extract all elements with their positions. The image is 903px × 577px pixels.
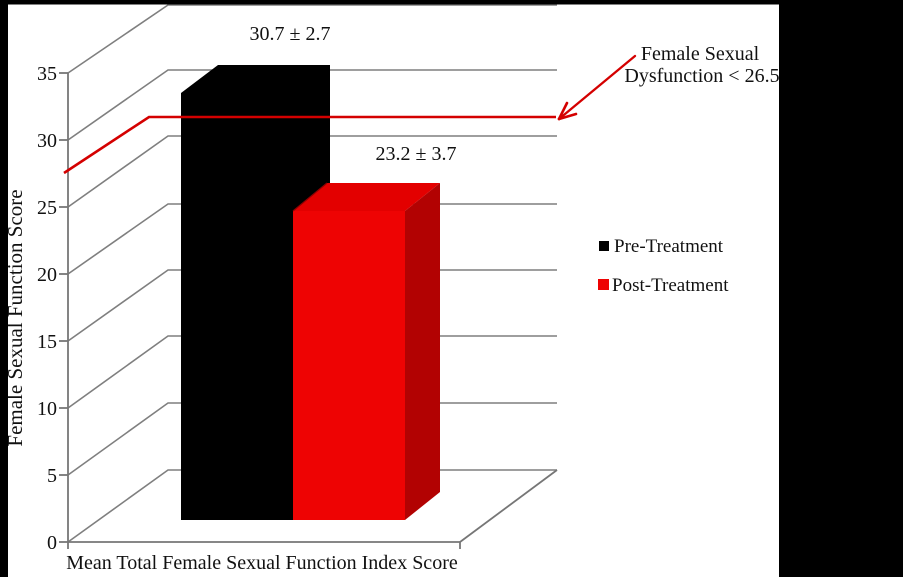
x-axis-title: Mean Total Female Sexual Function Index … bbox=[66, 552, 458, 574]
y-tick-label: 15 bbox=[37, 331, 57, 353]
legend: Pre-Treatment Post-Treatment bbox=[598, 236, 729, 296]
axes bbox=[67, 73, 558, 543]
y-tick-label: 30 bbox=[37, 130, 57, 152]
bar-pre-value-label: 30.7 ± 2.7 bbox=[250, 23, 331, 45]
threshold-arrow bbox=[557, 54, 637, 121]
threshold-annotation-line1: Female Sexual bbox=[641, 43, 760, 65]
gridline-30 bbox=[67, 69, 557, 141]
y-tick-label: 20 bbox=[37, 264, 57, 286]
arrow-barb bbox=[557, 112, 578, 121]
floor-right-edge bbox=[459, 469, 558, 543]
bar-post-front bbox=[293, 211, 405, 520]
axis-ticks bbox=[59, 72, 461, 549]
y-tick-label: 35 bbox=[37, 63, 57, 85]
y-tick-label: 10 bbox=[37, 398, 57, 420]
y-tick-label: 0 bbox=[47, 532, 57, 554]
frame-strip-top bbox=[0, 0, 903, 5]
legend-pre-swatch bbox=[599, 241, 609, 251]
legend-post-swatch bbox=[598, 279, 609, 290]
arrow-shaft bbox=[557, 54, 637, 121]
bar-post-top-edge bbox=[292, 182, 328, 212]
bar-pre-treatment bbox=[181, 65, 330, 520]
plot-gridlines bbox=[67, 4, 557, 543]
frame-strip-left bbox=[0, 0, 8, 577]
bar-post-top bbox=[293, 183, 440, 211]
bar-post-side bbox=[405, 183, 440, 520]
threshold-line bbox=[63, 115, 556, 175]
y-tick-label: 5 bbox=[47, 465, 57, 487]
y-tick-label: 25 bbox=[37, 197, 57, 219]
legend-post-label: Post-Treatment bbox=[612, 275, 729, 296]
threshold-annotation-line2: Dysfunction < 26.5 bbox=[624, 65, 779, 87]
legend-pre-label: Pre-Treatment bbox=[614, 236, 724, 257]
gridline-25 bbox=[67, 135, 557, 208]
arrow-barb bbox=[557, 101, 569, 121]
bar-post-treatment bbox=[292, 182, 440, 520]
bar-post-value-label: 23.2 ± 3.7 bbox=[376, 143, 457, 165]
y-tick-labels: 35 30 25 20 15 10 5 0 bbox=[37, 63, 57, 554]
frame-strip-right bbox=[779, 0, 903, 577]
gridline-35 bbox=[67, 4, 557, 74]
